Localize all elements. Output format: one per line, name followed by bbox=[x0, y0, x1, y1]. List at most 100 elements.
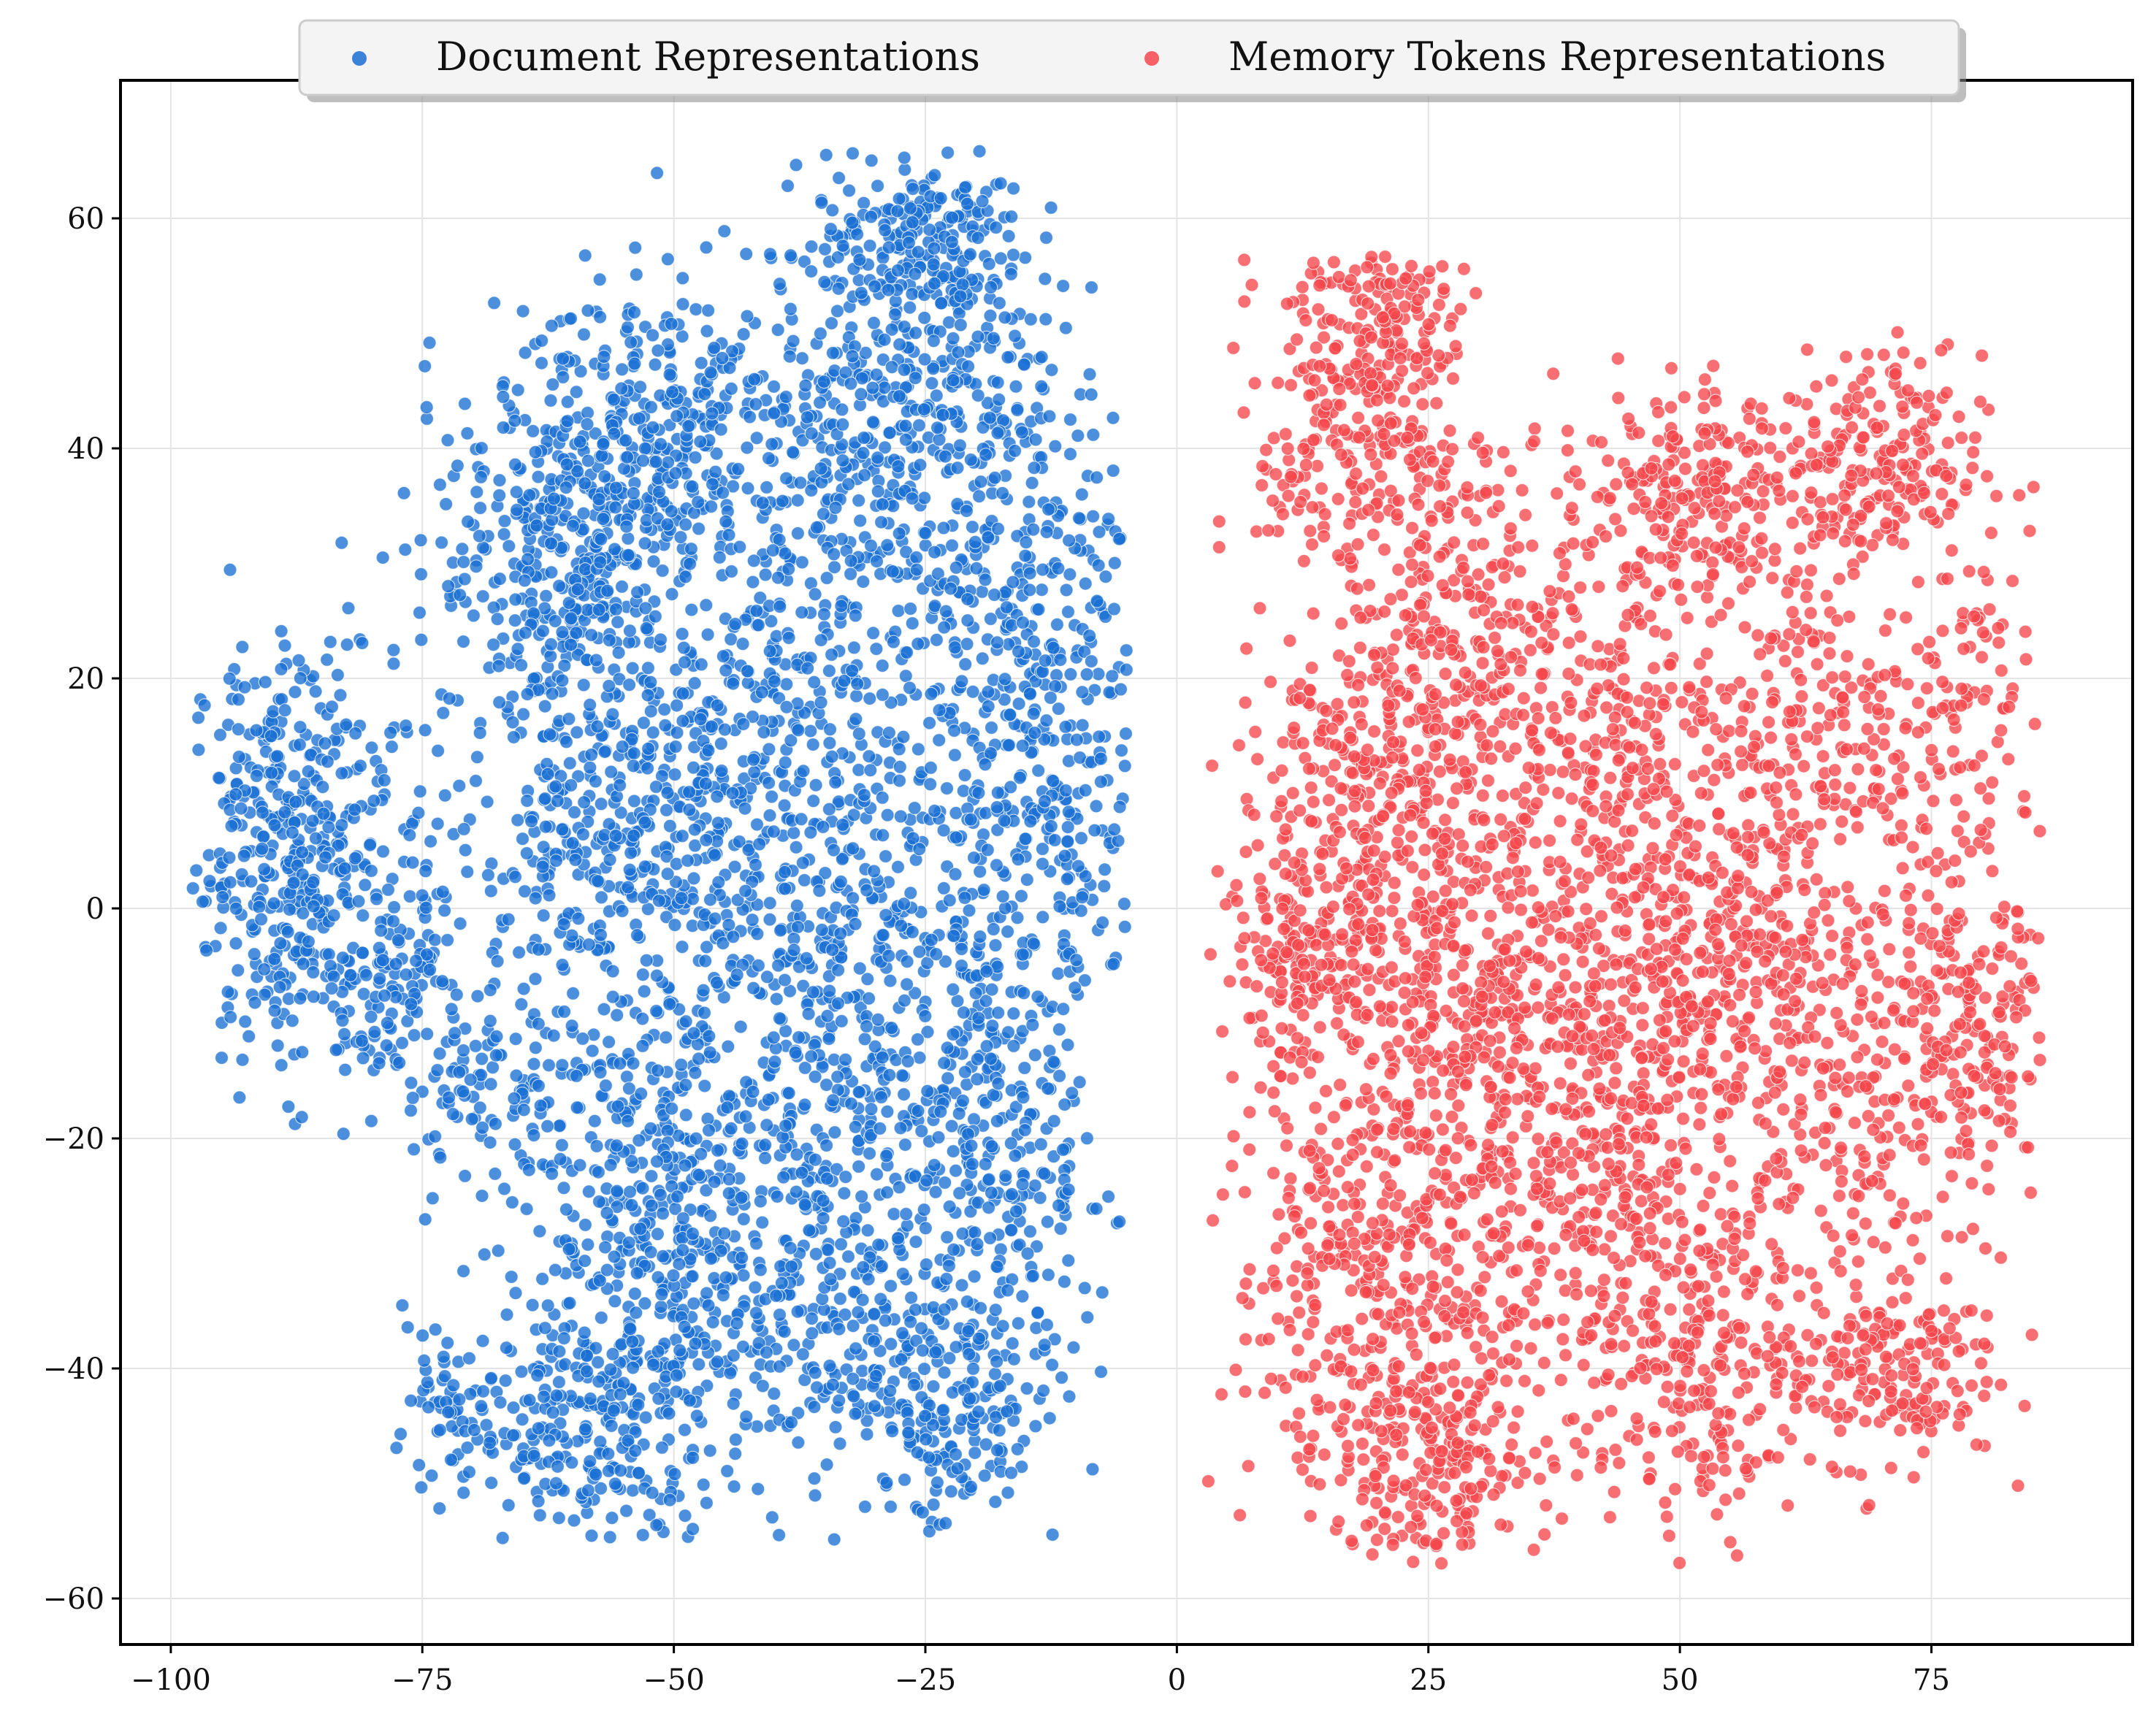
scatter-point bbox=[844, 376, 858, 391]
scatter-point bbox=[557, 917, 571, 932]
scatter-point bbox=[419, 400, 434, 415]
scatter-point bbox=[326, 969, 341, 984]
scatter-point bbox=[1106, 602, 1122, 616]
scatter-point bbox=[911, 742, 926, 757]
scatter-point bbox=[306, 875, 321, 889]
scatter-point bbox=[386, 643, 401, 657]
scatter-point bbox=[602, 678, 616, 694]
scatter-point bbox=[597, 744, 612, 759]
scatter-point bbox=[278, 703, 292, 718]
scatter-point bbox=[965, 519, 980, 535]
scatter-point bbox=[301, 934, 316, 949]
scatter-point bbox=[287, 769, 302, 784]
scatter-point bbox=[593, 1065, 608, 1080]
scatter-point bbox=[798, 1198, 812, 1212]
scatter-point bbox=[1106, 410, 1120, 425]
scatter-point bbox=[1078, 576, 1093, 591]
scatter-point bbox=[862, 1146, 877, 1161]
scatter-point bbox=[570, 725, 584, 740]
scatter-point bbox=[1066, 1340, 1081, 1355]
scatter-point bbox=[704, 499, 719, 514]
scatter-point bbox=[971, 1404, 986, 1419]
scatter-point bbox=[778, 1119, 793, 1133]
scatter-point bbox=[432, 478, 448, 492]
scatter-point bbox=[814, 461, 828, 476]
scatter-point bbox=[1092, 524, 1106, 540]
scatter-point bbox=[364, 1009, 378, 1025]
scatter-point bbox=[418, 1212, 432, 1227]
scatter-point bbox=[1050, 617, 1065, 632]
scatter-point bbox=[386, 914, 401, 929]
scatter-point bbox=[593, 927, 608, 942]
scatter-point bbox=[706, 1315, 720, 1330]
scatter-point bbox=[1089, 1201, 1104, 1216]
scatter-point bbox=[475, 1052, 489, 1066]
scatter-point bbox=[890, 1231, 906, 1246]
scatter-point bbox=[1052, 1022, 1067, 1037]
scatter-point bbox=[274, 624, 288, 639]
scatter-point bbox=[668, 466, 683, 480]
scatter-point bbox=[526, 424, 540, 439]
scatter-point bbox=[348, 851, 362, 865]
scatter-point bbox=[835, 402, 849, 417]
scatter-point bbox=[990, 635, 1005, 650]
scatter-point bbox=[892, 337, 907, 352]
scatter-point bbox=[593, 1434, 608, 1450]
scatter-point bbox=[613, 1463, 628, 1478]
scatter-point bbox=[826, 843, 841, 857]
scatter-point bbox=[749, 1236, 764, 1251]
scatter-point bbox=[1009, 1204, 1024, 1219]
scatter-point bbox=[288, 794, 303, 809]
scatter-point bbox=[703, 1251, 719, 1266]
scatter-point bbox=[685, 479, 700, 494]
scatter-point bbox=[786, 334, 800, 348]
scatter-point bbox=[774, 1276, 790, 1290]
scatter-point bbox=[501, 912, 516, 927]
scatter-point bbox=[905, 491, 920, 506]
scatter-point bbox=[559, 735, 574, 749]
scatter-point bbox=[1023, 312, 1038, 326]
scatter-point bbox=[1093, 774, 1109, 789]
scatter-point bbox=[783, 248, 798, 263]
scatter-point bbox=[1047, 832, 1062, 848]
scatter-point bbox=[651, 893, 667, 908]
scatter-point bbox=[358, 878, 372, 892]
scatter-point bbox=[777, 865, 792, 879]
scatter-point bbox=[857, 430, 871, 445]
scatter-point bbox=[677, 1320, 692, 1334]
scatter-point bbox=[749, 431, 764, 445]
scatter-point bbox=[973, 864, 987, 879]
scatter-point bbox=[412, 1458, 427, 1472]
scatter-point bbox=[762, 644, 777, 659]
scatter-point bbox=[773, 923, 788, 938]
scatter-point bbox=[853, 513, 868, 528]
scatter-point bbox=[324, 700, 340, 714]
scatter-point bbox=[460, 1440, 475, 1455]
scatter-point bbox=[285, 825, 299, 840]
scatter-point bbox=[474, 1399, 489, 1414]
scatter-point bbox=[1052, 899, 1067, 914]
scatter-point bbox=[435, 884, 450, 899]
scatter-point bbox=[719, 663, 733, 678]
scatter-point bbox=[213, 921, 228, 935]
scatter-point bbox=[305, 813, 320, 828]
scatter-point bbox=[557, 1004, 572, 1019]
scatter-point bbox=[648, 357, 662, 372]
scatter-point bbox=[946, 373, 960, 388]
scatter-point bbox=[456, 1084, 470, 1099]
scatter-point bbox=[762, 896, 777, 911]
scatter-point bbox=[857, 1499, 873, 1514]
scatter-point bbox=[668, 767, 682, 782]
scatter-point bbox=[543, 648, 558, 664]
scatter-point bbox=[917, 1203, 931, 1217]
scatter-point bbox=[488, 1166, 502, 1182]
scatter-point bbox=[717, 224, 732, 239]
scatter-point bbox=[987, 1366, 1003, 1382]
scatter-point bbox=[789, 840, 803, 854]
scatter-point bbox=[678, 1078, 693, 1092]
scatter-point bbox=[475, 1384, 491, 1398]
scatter-point bbox=[871, 1012, 885, 1027]
scatter-point bbox=[579, 1364, 595, 1379]
scatter-point bbox=[1361, 578, 1377, 592]
scatter-point bbox=[557, 1181, 571, 1195]
